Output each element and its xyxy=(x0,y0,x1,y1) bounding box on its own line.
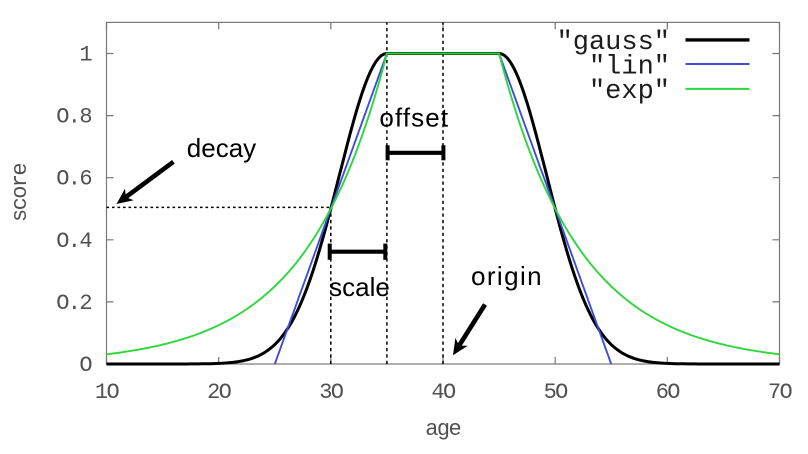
svg-text:age: age xyxy=(425,417,460,442)
svg-text:O.6: O.6 xyxy=(56,167,91,192)
svg-text:6O: 6O xyxy=(656,380,681,405)
svg-text:2O: 2O xyxy=(207,380,232,405)
svg-text:7O: 7O xyxy=(768,380,793,405)
svg-text:4O: 4O xyxy=(431,380,456,405)
svg-text:"gauss": "gauss" xyxy=(557,28,670,58)
svg-text:O.8: O.8 xyxy=(56,105,91,130)
svg-text:score: score xyxy=(8,164,33,222)
svg-text:3O: 3O xyxy=(319,380,344,405)
svg-text:5O: 5O xyxy=(544,380,569,405)
svg-text:"exp": "exp" xyxy=(589,77,670,107)
svg-text:origin: origin xyxy=(471,261,543,291)
svg-text:scale: scale xyxy=(329,272,390,302)
svg-text:1: 1 xyxy=(79,43,92,68)
svg-text:"lin": "lin" xyxy=(589,52,670,82)
svg-text:decay: decay xyxy=(187,133,256,163)
svg-text:1O: 1O xyxy=(95,380,120,405)
svg-text:O: O xyxy=(79,353,92,378)
svg-text:offset: offset xyxy=(379,103,449,133)
svg-text:O.4: O.4 xyxy=(56,229,92,254)
svg-text:O.2: O.2 xyxy=(56,291,91,316)
